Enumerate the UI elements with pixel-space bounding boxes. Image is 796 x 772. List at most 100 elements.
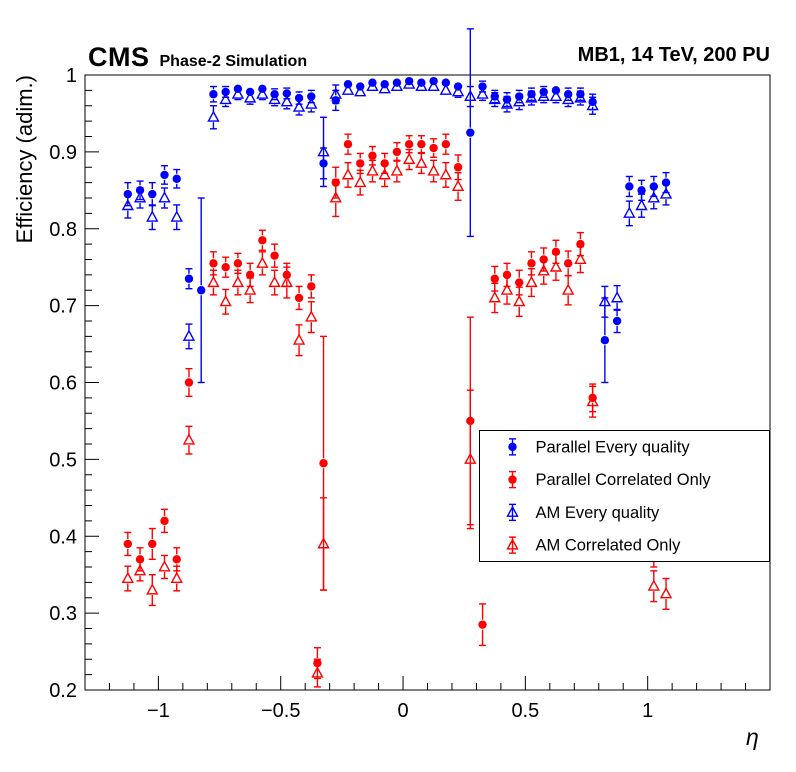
data-point-marker bbox=[378, 81, 391, 94]
axes: −1 −0.5 0 0.5 1 0.2 0.3 0.4 0.5 0.6 0.7 0.8 0.9 1 bbox=[49, 65, 747, 722]
data-point-marker bbox=[258, 236, 267, 245]
data-point-marker bbox=[292, 100, 306, 112]
data-point-marker bbox=[209, 259, 218, 268]
data-point-marker bbox=[197, 286, 206, 295]
data-point-marker bbox=[390, 79, 404, 92]
legend-label-am-every-quality: AM Every quality bbox=[536, 504, 661, 522]
data-point-marker bbox=[378, 168, 391, 180]
x-tick-label: 1 bbox=[642, 700, 653, 722]
data-point-marker bbox=[441, 78, 451, 87]
series-am-every-quality bbox=[121, 77, 673, 350]
data-point-marker bbox=[464, 452, 477, 464]
data-point-marker bbox=[612, 316, 622, 326]
y-axis-title: Efficiency (adim.) bbox=[12, 75, 37, 244]
data-point-marker bbox=[329, 87, 342, 99]
data-point-marker bbox=[537, 89, 550, 102]
data-point-marker bbox=[319, 459, 328, 468]
data-point-marker bbox=[635, 198, 648, 211]
data-point-marker bbox=[392, 147, 402, 157]
data-point-marker bbox=[404, 139, 414, 149]
data-point-marker bbox=[305, 97, 318, 109]
y-tick-label: 0.9 bbox=[49, 142, 77, 164]
data-point-marker bbox=[280, 95, 294, 107]
data-point-marker bbox=[256, 256, 269, 268]
data-point-marker bbox=[148, 539, 157, 549]
data-point-marker bbox=[343, 139, 353, 149]
legend-box bbox=[479, 430, 770, 562]
data-point-marker bbox=[170, 571, 183, 584]
data-point-marker bbox=[148, 189, 157, 199]
data-point-marker bbox=[478, 620, 487, 629]
data-point-marker bbox=[525, 91, 538, 103]
simulation-label: Phase-2 Simulation bbox=[159, 53, 308, 70]
data-point-marker bbox=[172, 555, 181, 564]
data-point-marker bbox=[158, 560, 171, 572]
data-point-marker bbox=[172, 174, 181, 183]
data-point-marker bbox=[366, 79, 379, 92]
data-point-marker bbox=[561, 92, 575, 105]
data-point-marker bbox=[184, 378, 194, 387]
data-point-marker bbox=[402, 152, 416, 165]
data-point-marker bbox=[453, 163, 463, 172]
data-point-marker bbox=[209, 90, 218, 99]
data-point-marker bbox=[610, 291, 624, 303]
data-point-marker bbox=[659, 587, 673, 599]
data-point-marker bbox=[268, 275, 281, 288]
data-point-marker bbox=[527, 259, 536, 268]
data-point-marker bbox=[121, 198, 134, 211]
data-point-marker bbox=[508, 475, 517, 484]
data-point-marker bbox=[490, 274, 499, 283]
data-point-marker bbox=[506, 538, 519, 550]
legend-label-am-correlated-only: AM Correlated Only bbox=[536, 537, 682, 555]
data-point-marker bbox=[270, 251, 279, 260]
data-point-marker bbox=[317, 537, 330, 549]
data-point-marker bbox=[586, 394, 599, 407]
data-point-marker bbox=[354, 85, 367, 97]
data-point-marker bbox=[574, 91, 587, 103]
data-point-marker bbox=[207, 110, 220, 122]
data-point-marker bbox=[243, 283, 257, 295]
data-point-marker bbox=[356, 159, 365, 168]
data-point-marker bbox=[402, 77, 416, 89]
data-point-marker bbox=[623, 206, 636, 218]
dataset-label: MB1, 14 TeV, 200 PU bbox=[577, 44, 770, 66]
data-point-marker bbox=[441, 139, 451, 149]
data-point-marker bbox=[329, 191, 342, 203]
data-point-marker bbox=[170, 210, 183, 222]
data-point-marker bbox=[368, 151, 377, 160]
data-point-marker bbox=[537, 264, 550, 276]
data-point-marker bbox=[439, 83, 453, 95]
data-point-marker bbox=[182, 329, 196, 341]
x-tick-label: 0 bbox=[397, 700, 408, 722]
data-point-marker bbox=[184, 274, 194, 283]
data-point-marker bbox=[500, 97, 514, 109]
data-point-marker bbox=[160, 170, 169, 180]
data-point-marker bbox=[219, 92, 232, 105]
data-point-marker bbox=[598, 294, 612, 307]
data-point-marker bbox=[563, 259, 573, 268]
data-point-marker bbox=[311, 666, 324, 678]
y-tick-label: 0.8 bbox=[49, 219, 77, 241]
data-point-marker bbox=[221, 262, 230, 272]
data-point-marker bbox=[466, 128, 475, 137]
data-point-marker bbox=[158, 191, 171, 203]
data-point-marker bbox=[661, 178, 671, 187]
series-parallel-correlated-only bbox=[123, 133, 671, 680]
data-point-marker bbox=[476, 87, 489, 99]
x-tick-label: −0.5 bbox=[261, 700, 300, 722]
data-point-marker bbox=[439, 168, 453, 180]
data-point-marker bbox=[415, 156, 428, 168]
data-point-marker bbox=[600, 336, 610, 345]
data-point-marker bbox=[506, 505, 519, 517]
y-tick-label: 0.6 bbox=[49, 373, 77, 395]
data-point-marker bbox=[307, 282, 316, 291]
data-point-marker bbox=[221, 87, 230, 97]
legend: Parallel Every quality Parallel Correlate… bbox=[479, 430, 770, 562]
data-point-marker bbox=[133, 563, 147, 576]
data-point-marker bbox=[133, 191, 147, 203]
y-tick-label: 0.2 bbox=[49, 680, 77, 702]
experiment-label: CMS bbox=[88, 42, 150, 72]
legend-label-parallel-every-quality: Parallel Every quality bbox=[536, 438, 691, 456]
data-point-marker bbox=[146, 583, 159, 595]
data-point-marker bbox=[429, 143, 438, 153]
